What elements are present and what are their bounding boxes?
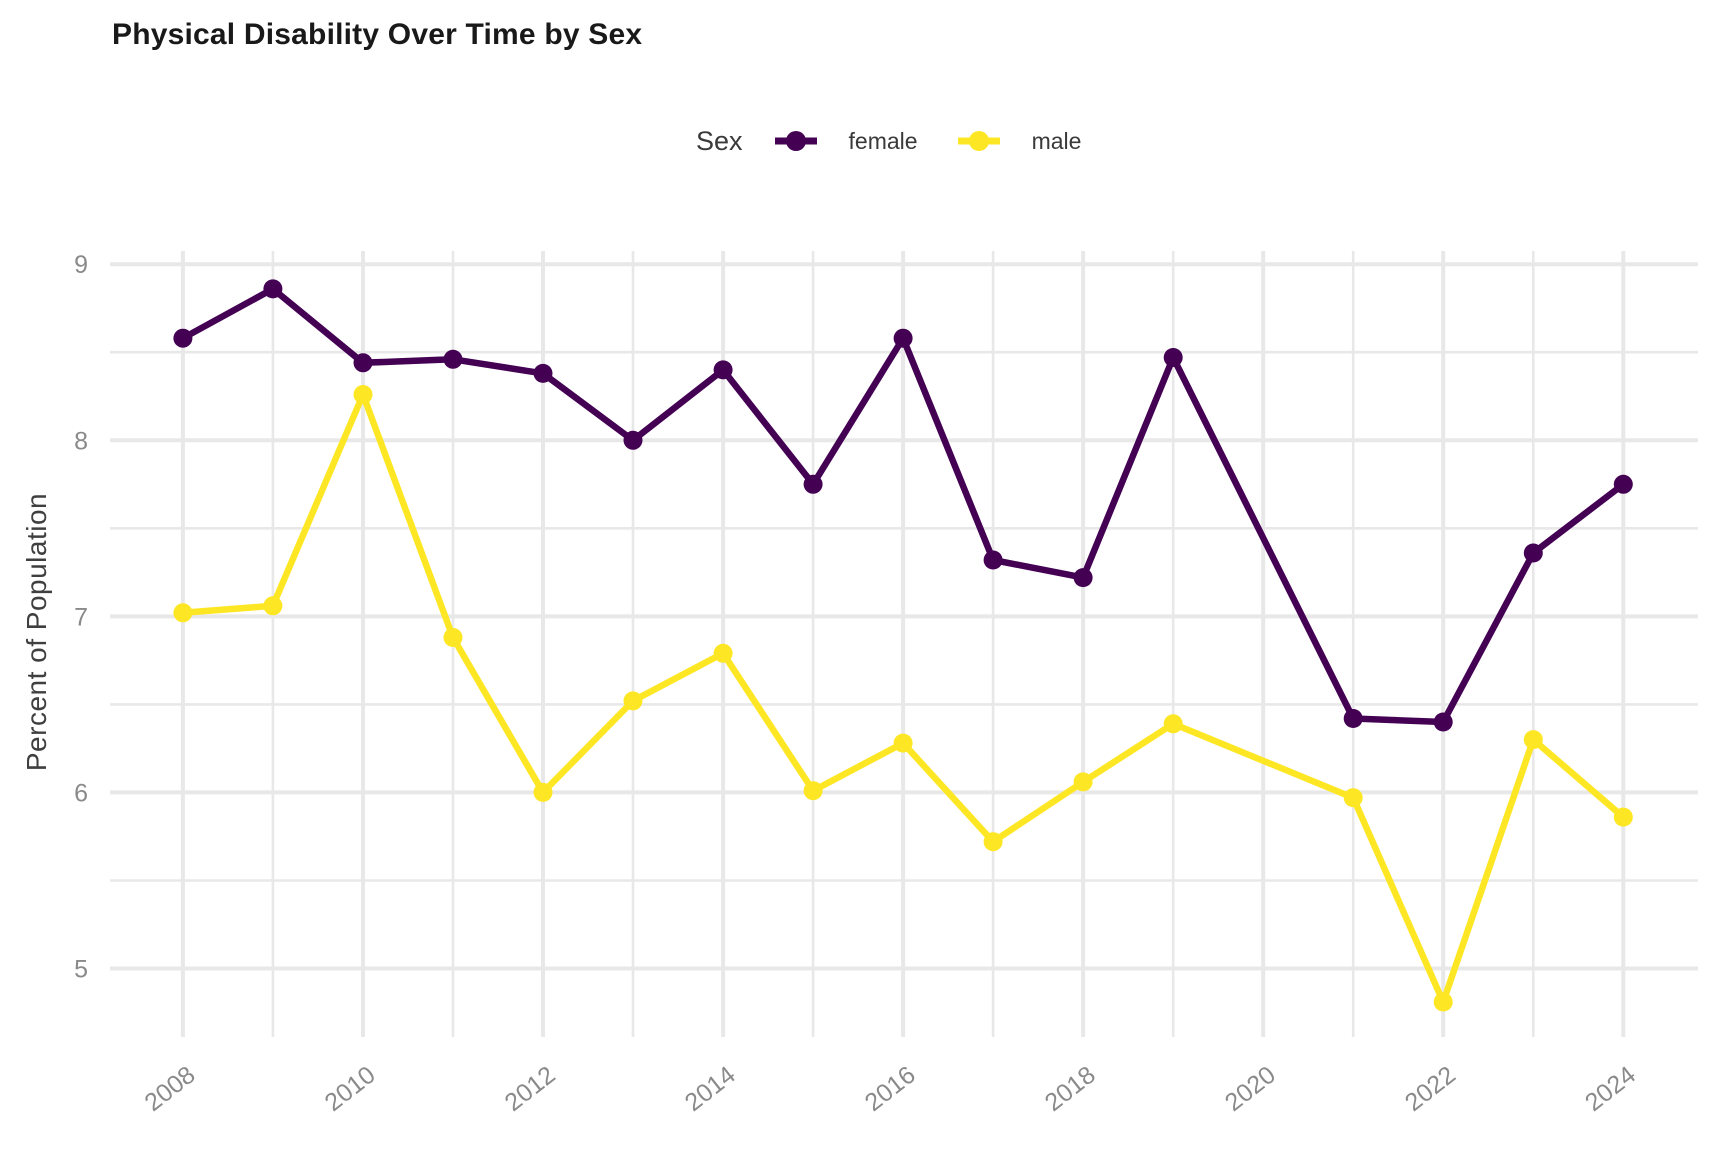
x-tick-label: 2022 (1400, 1061, 1461, 1117)
x-tick-label: 2024 (1580, 1061, 1641, 1117)
point-female-2024 (1613, 474, 1633, 494)
legend-label-male: male (1031, 127, 1082, 154)
legend-key-male-icon (957, 131, 1000, 151)
legend-key-dot (785, 131, 806, 151)
point-male-2021 (1343, 788, 1363, 808)
point-male-2023 (1523, 730, 1543, 750)
point-female-2014 (713, 360, 733, 380)
legend: Sex female male (696, 112, 1081, 170)
point-female-2008 (173, 328, 193, 348)
y-tick-label: 7 (74, 603, 88, 631)
point-male-2022 (1433, 992, 1453, 1012)
point-male-2009 (263, 596, 283, 616)
point-male-2014 (713, 643, 733, 663)
point-male-2012 (533, 782, 553, 802)
point-female-2010 (353, 353, 373, 373)
y-tick-label: 9 (74, 251, 88, 279)
point-female-2017 (983, 550, 1003, 570)
line-female (179, 285, 1627, 726)
point-female-2009 (263, 279, 283, 299)
legend-label-female: female (848, 127, 918, 154)
legend-key-female-icon (774, 131, 817, 151)
point-male-2015 (803, 781, 823, 801)
x-tick-label: 2014 (680, 1061, 741, 1117)
point-male-2017 (983, 832, 1003, 852)
point-male-2013 (623, 691, 643, 711)
legend-item-female: female (773, 121, 918, 161)
legend-item-male: male (956, 121, 1082, 161)
point-male-2010 (353, 385, 373, 404)
y-tick-label: 6 (74, 779, 88, 807)
point-male-2018 (1073, 772, 1093, 792)
x-tick-label: 2008 (140, 1061, 201, 1117)
point-female-2021 (1343, 709, 1363, 728)
x-tick-label: 2020 (1220, 1061, 1281, 1117)
chart-title: Physical Disability Over Time by Sex (112, 18, 643, 51)
legend-title: Sex (696, 125, 743, 156)
point-male-2019 (1163, 714, 1183, 734)
point-female-2018 (1073, 568, 1093, 588)
legend-key-dot (968, 131, 989, 151)
point-female-2022 (1433, 712, 1453, 732)
point-male-2016 (893, 733, 913, 753)
point-female-2013 (623, 430, 643, 450)
point-male-2008 (173, 603, 193, 623)
y-tick-label: 8 (74, 427, 88, 455)
x-tick-label: 2012 (500, 1061, 561, 1117)
point-female-2019 (1163, 348, 1183, 367)
point-female-2023 (1523, 543, 1543, 563)
point-female-2011 (443, 349, 463, 369)
y-tick-label: 5 (74, 956, 88, 984)
x-tick-label: 2010 (320, 1061, 381, 1117)
point-female-2015 (803, 474, 823, 494)
x-tick-label: 2016 (860, 1061, 921, 1117)
x-tick-label: 2018 (1040, 1061, 1101, 1117)
point-female-2016 (893, 328, 913, 348)
point-female-2012 (533, 363, 553, 383)
point-male-2011 (443, 628, 463, 647)
legend-items: female male (773, 121, 1082, 161)
line-male (179, 391, 1627, 1006)
point-male-2024 (1613, 807, 1633, 827)
